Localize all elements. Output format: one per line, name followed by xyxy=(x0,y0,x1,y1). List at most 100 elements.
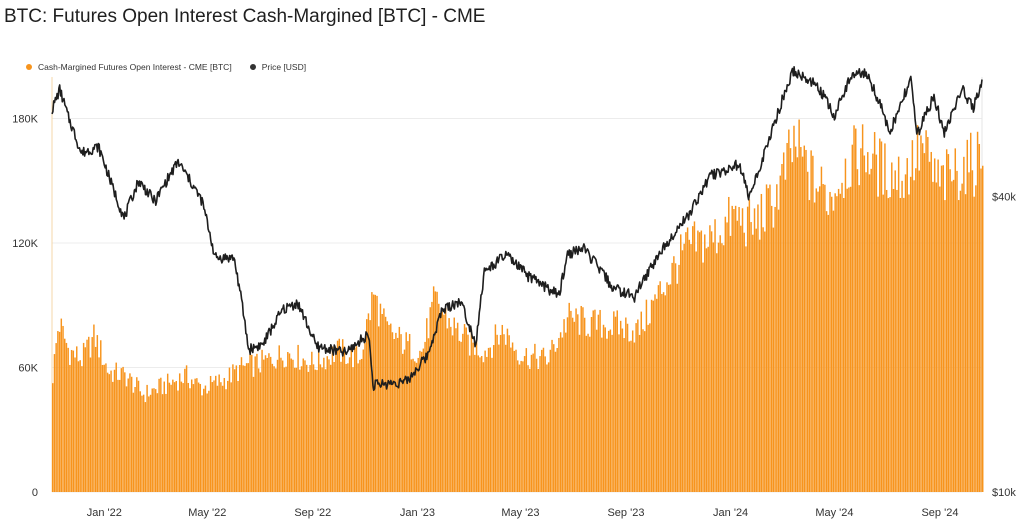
oi-bar xyxy=(58,331,61,492)
oi-bar xyxy=(714,219,716,493)
oi-bar xyxy=(525,348,528,492)
oi-bar xyxy=(681,250,684,492)
oi-bar xyxy=(781,164,783,492)
oi-bar xyxy=(717,242,720,492)
oi-bar xyxy=(563,319,565,492)
oi-bar xyxy=(956,170,958,492)
oi-bar xyxy=(541,349,543,492)
oi-bar xyxy=(160,377,162,492)
oi-bar xyxy=(779,175,781,492)
oi-bar xyxy=(777,209,780,492)
oi-bar xyxy=(810,150,812,492)
oi-bar xyxy=(400,334,402,492)
oi-bar xyxy=(470,329,473,492)
oi-bar xyxy=(324,369,327,492)
oi-bar xyxy=(386,321,389,492)
oi-bar xyxy=(149,394,152,492)
oi-bar xyxy=(364,342,366,492)
oi-bar xyxy=(885,189,888,493)
oi-bar xyxy=(326,356,328,492)
oi-bar xyxy=(472,342,474,492)
oi-bar xyxy=(680,234,682,492)
oi-bar xyxy=(535,358,538,492)
oi-bar xyxy=(697,230,699,493)
oi-bar xyxy=(839,193,842,493)
oi-bar xyxy=(589,336,591,492)
oi-bar xyxy=(55,343,57,492)
oi-bar xyxy=(607,330,610,492)
oi-bar xyxy=(309,365,311,492)
oi-bar xyxy=(601,337,603,492)
oi-bar xyxy=(818,186,821,492)
oi-bar xyxy=(851,144,854,492)
oi-bar xyxy=(367,313,370,492)
oi-bar xyxy=(444,307,447,492)
oi-bar xyxy=(170,384,172,492)
oi-bar xyxy=(173,382,176,492)
oi-bar xyxy=(673,256,675,492)
oi-bar xyxy=(915,168,917,493)
oi-bar xyxy=(266,357,268,492)
oi-bar xyxy=(508,335,510,492)
oi-bar xyxy=(546,364,548,492)
oi-bar xyxy=(942,165,944,492)
oi-bar xyxy=(685,232,687,492)
oi-bar xyxy=(843,197,845,493)
oi-bar xyxy=(197,382,200,492)
legend-item-open-interest[interactable]: Cash-Margined Futures Open Interest - CM… xyxy=(26,62,232,72)
oi-bar xyxy=(707,246,709,492)
oi-bar xyxy=(834,193,836,493)
oi-bar xyxy=(180,381,183,492)
oi-bar xyxy=(654,294,656,492)
oi-bar xyxy=(806,171,809,492)
oi-bar xyxy=(113,369,116,492)
oi-bar xyxy=(127,378,129,492)
x-tick-label: Sep '22 xyxy=(294,507,331,519)
oi-bar xyxy=(786,142,788,493)
oi-bar xyxy=(165,393,167,492)
oi-bar xyxy=(903,197,905,492)
oi-bar xyxy=(829,191,831,492)
oi-bar xyxy=(467,334,469,492)
oi-bar xyxy=(287,352,289,492)
oi-bar xyxy=(554,351,557,492)
x-tick-label: Sep '23 xyxy=(607,507,644,519)
oi-bar xyxy=(434,291,437,492)
oi-bar xyxy=(148,396,150,492)
oi-bar xyxy=(215,375,217,492)
oi-bar xyxy=(626,323,629,492)
oi-bar xyxy=(793,125,795,493)
oi-bar xyxy=(263,359,265,492)
oi-bar xyxy=(800,147,802,492)
oi-bar xyxy=(323,357,325,492)
oi-bar xyxy=(189,388,191,492)
oi-bar xyxy=(67,347,69,492)
oi-bar xyxy=(374,294,377,492)
oi-bar xyxy=(631,330,634,492)
oi-bar xyxy=(633,342,636,492)
oi-bar xyxy=(704,234,706,492)
oi-bar xyxy=(867,152,869,492)
oi-bar xyxy=(692,226,694,492)
oi-bar xyxy=(184,368,186,492)
legend-item-price[interactable]: Price [USD] xyxy=(249,62,306,72)
oi-bar xyxy=(446,328,449,492)
oi-bar xyxy=(664,295,667,492)
oi-bar xyxy=(70,349,73,492)
oi-bar xyxy=(228,367,231,492)
oi-bar xyxy=(901,180,903,492)
oi-bar xyxy=(221,385,224,492)
x-tick-label: Jan '22 xyxy=(87,507,122,519)
oi-bar xyxy=(251,354,253,492)
oi-bar xyxy=(813,202,816,492)
oi-bar xyxy=(208,390,210,492)
oi-bar xyxy=(947,154,950,492)
oi-bar xyxy=(233,369,236,492)
oi-bar xyxy=(674,263,677,492)
oi-bar xyxy=(144,402,147,492)
oi-bar xyxy=(154,389,157,492)
oi-bar xyxy=(482,362,485,492)
oi-bar xyxy=(283,367,286,492)
oi-bar xyxy=(79,360,81,492)
oi-bar xyxy=(511,342,514,492)
